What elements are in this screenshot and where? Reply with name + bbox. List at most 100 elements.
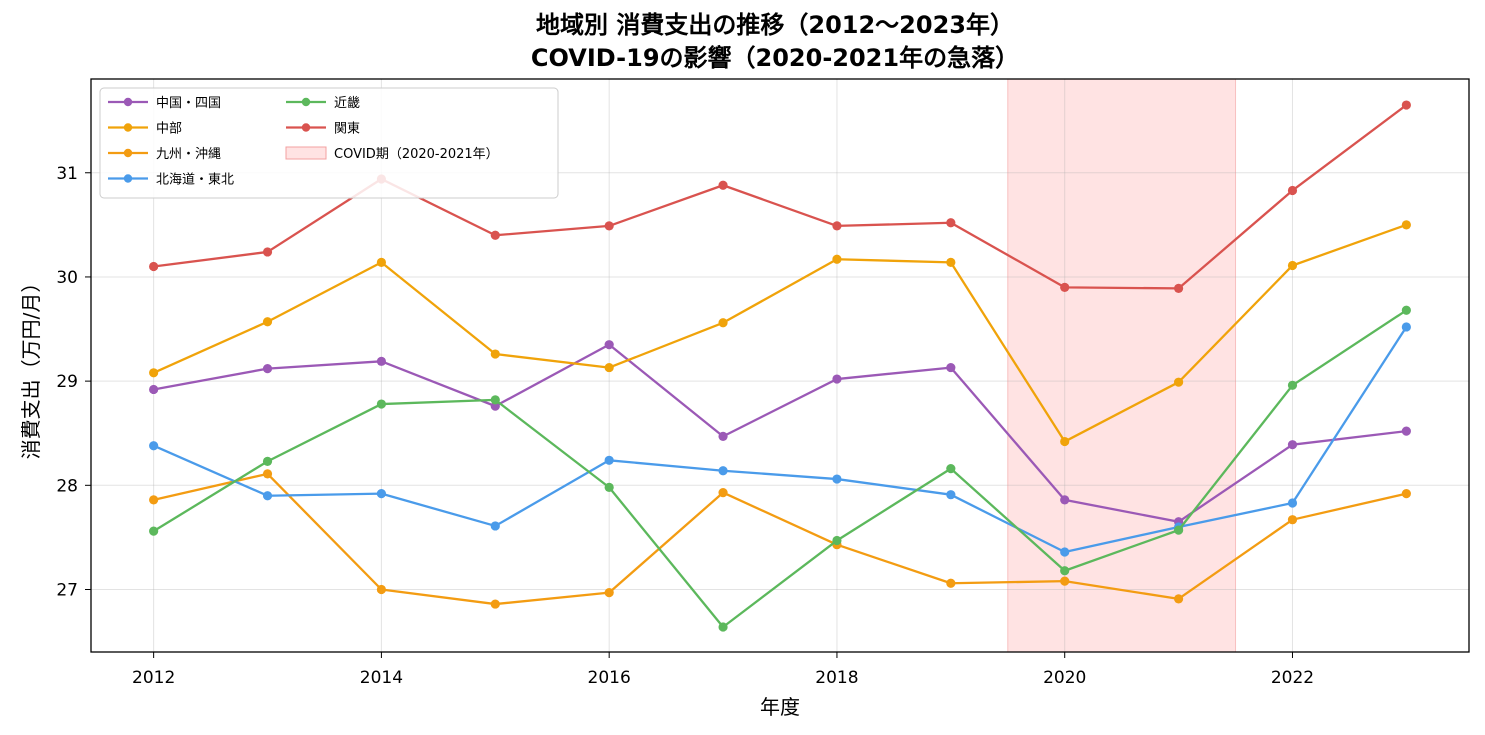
x-tick-label: 2020: [1043, 668, 1086, 688]
data-point-中部-2020: [1060, 436, 1070, 447]
data-point-関東-2021: [1173, 283, 1184, 294]
data-point-中部-2013: [262, 317, 273, 327]
data-point-九州・沖縄-2015: [490, 599, 500, 609]
legend-label-中部: 中部: [156, 122, 182, 137]
x-tick-label: 2016: [588, 668, 631, 688]
data-point-北海道・東北-2023: [1401, 322, 1411, 332]
data-point-北海道・東北-2019: [946, 490, 956, 500]
data-point-北海道・東北-2013: [262, 491, 273, 501]
data-point-九州・沖縄-2014: [376, 584, 387, 595]
data-point-中国・四国-2022: [1287, 440, 1298, 450]
y-tick-label: 28: [56, 476, 78, 496]
covid-shaded-region: [1007, 78, 1237, 653]
data-point-中国・四国-2014: [376, 356, 387, 366]
legend-patch-COVID期（2020-2021年）: [285, 146, 327, 160]
data-point-中部-2012: [149, 368, 159, 378]
data-point-関東-2015: [490, 230, 500, 240]
data-point-中国・四国-2019: [946, 362, 956, 373]
data-point-関東-2022: [1287, 185, 1298, 196]
legend-box: [99, 87, 559, 199]
data-point-北海道・東北-2014: [376, 489, 387, 499]
data-point-九州・沖縄-2017: [718, 488, 728, 498]
y-tick-label: 31: [56, 164, 78, 184]
series-line-近畿: [153, 309, 1407, 629]
data-point-中国・四国-2012: [149, 384, 159, 395]
legend-marker-九州・沖縄: [123, 148, 133, 158]
data-point-関東-2012: [149, 261, 159, 272]
data-point-中部-2019: [946, 257, 956, 267]
y-tick-label: 27: [56, 580, 78, 600]
data-point-中国・四国-2023: [1401, 426, 1411, 436]
legend-label-近畿: 近畿: [334, 96, 360, 111]
legend-marker-近畿: [301, 97, 311, 107]
x-tick-label: 2018: [815, 668, 858, 688]
data-point-関東-2023: [1401, 100, 1411, 110]
data-point-九州・沖縄-2013: [262, 469, 273, 479]
chart-title-line2: COVID-19の影響（2020-2021年の急落）: [531, 44, 1019, 72]
plot-area: 2012 2014 2016 2018 2020 2022 27 28 29 30 31 中国・四国中…: [56, 78, 1470, 688]
data-point-九州・沖縄-2023: [1401, 489, 1411, 499]
data-point-中部-2014: [376, 257, 387, 267]
data-point-北海道・東北-2017: [718, 466, 728, 476]
plot-frame: [90, 78, 1470, 653]
series-line-中国・四国: [153, 343, 1407, 523]
x-tick-label: 2012: [132, 668, 175, 688]
series-line-北海道・東北: [153, 326, 1408, 554]
data-point-九州・沖縄-2021: [1173, 594, 1184, 604]
data-point-近畿-2022: [1287, 380, 1298, 390]
data-point-北海道・東北-2012: [149, 441, 159, 451]
data-point-中国・四国-2018: [832, 374, 842, 384]
data-point-近畿-2014: [376, 399, 387, 409]
data-point-中国・四国-2016: [604, 340, 614, 350]
series-line-九州・沖縄: [153, 472, 1407, 606]
legend-marker-関東: [301, 123, 311, 132]
legend-marker-北海道・東北: [123, 174, 133, 183]
y-tick-label: 30: [56, 268, 78, 288]
data-point-近畿-2021: [1173, 525, 1184, 535]
data-point-北海道・東北-2018: [832, 474, 842, 484]
data-point-近畿-2012: [149, 526, 159, 536]
series-line-中部: [153, 223, 1407, 443]
data-point-中部-2023: [1401, 220, 1411, 230]
legend-label-COVID期（2020-2021年）: COVID期（2020-2021年）: [334, 147, 499, 162]
data-point-九州・沖縄-2016: [604, 588, 614, 598]
data-point-中国・四国-2013: [262, 364, 273, 374]
data-point-北海道・東北-2022: [1287, 498, 1298, 508]
x-axis-label: 年度: [760, 695, 800, 719]
data-point-九州・沖縄-2020: [1060, 576, 1070, 586]
data-point-近畿-2015: [490, 395, 500, 405]
data-point-関東-2020: [1060, 282, 1070, 292]
y-tick-label: 29: [56, 372, 78, 392]
data-point-中国・四国-2020: [1060, 495, 1070, 505]
data-point-九州・沖縄-2022: [1287, 515, 1298, 525]
data-point-九州・沖縄-2012: [149, 495, 159, 505]
data-point-中部-2017: [718, 318, 728, 328]
data-point-関東-2019: [946, 218, 956, 228]
data-point-北海道・東北-2015: [490, 521, 500, 531]
data-point-近畿-2020: [1060, 566, 1070, 576]
data-point-中部-2015: [490, 349, 500, 359]
data-point-関東-2016: [604, 221, 614, 231]
legend-label-中国・四国: 中国・四国: [156, 96, 221, 111]
x-tick-label: 2022: [1271, 668, 1314, 688]
data-point-北海道・東北-2016: [604, 455, 614, 465]
data-point-中部-2021: [1173, 377, 1184, 387]
x-tick-label: 2014: [360, 668, 403, 688]
data-point-関東-2017: [718, 180, 728, 190]
legend-marker-中部: [123, 123, 133, 132]
data-point-北海道・東北-2020: [1060, 547, 1070, 557]
data-point-九州・沖縄-2019: [946, 578, 956, 588]
data-point-中部-2022: [1287, 260, 1298, 271]
legend-marker-中国・四国: [123, 97, 133, 107]
legend-label-関東: 関東: [334, 121, 360, 137]
chart-title-line1: 地域別 消費支出の推移（2012〜2023年）: [536, 11, 1014, 39]
data-point-中部-2018: [832, 254, 842, 264]
data-point-関東-2013: [262, 247, 273, 257]
data-point-近畿-2017: [718, 622, 728, 632]
data-point-近畿-2016: [604, 482, 614, 492]
y-axis-label: 消費支出（万円/月）: [19, 273, 43, 460]
data-point-近畿-2018: [832, 535, 842, 546]
data-point-中国・四国-2017: [718, 431, 728, 441]
legend-label-九州・沖縄: 九州・沖縄: [156, 147, 221, 162]
